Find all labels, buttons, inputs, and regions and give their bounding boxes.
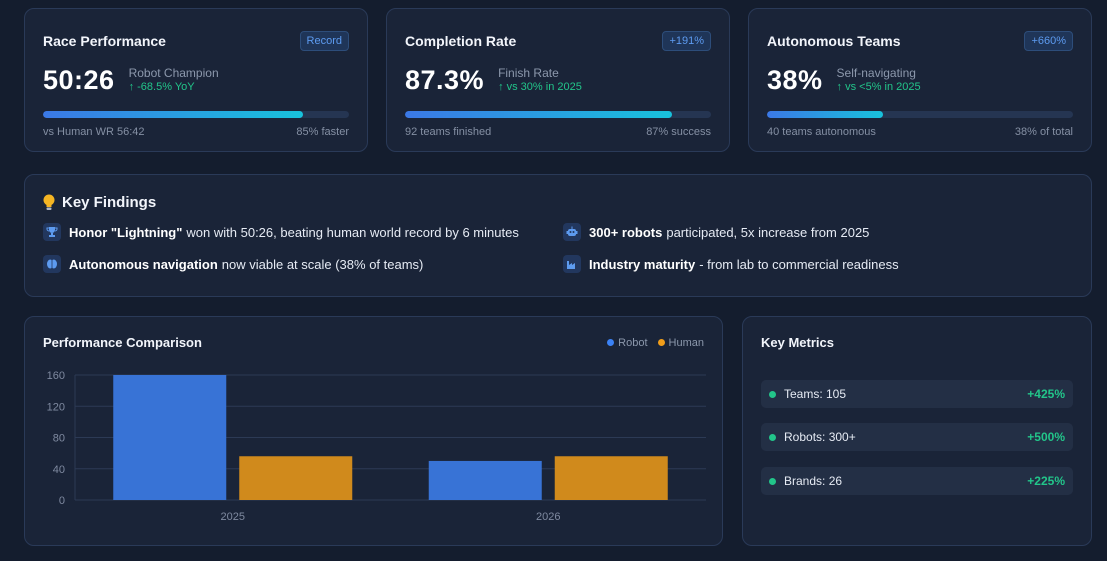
finding-item: Industry maturity - from lab to commerci…	[563, 255, 899, 273]
legend-item-human: Human	[657, 336, 704, 349]
kpi-progress-track	[405, 111, 711, 118]
kpi-trend: ↑ vs <5% in 2025	[836, 80, 921, 93]
kpi-foot-left: vs Human WR 56:42	[43, 126, 145, 138]
y-tick-label: 0	[59, 495, 65, 507]
metric-label: Robots: 300+	[784, 430, 856, 444]
legend-label: Human	[668, 336, 704, 349]
robot-icon	[563, 223, 581, 241]
findings-title: Key Findings	[62, 194, 157, 211]
bar-robot-2026	[428, 460, 542, 500]
key-findings-card: Key Findings Honor "Lightning" won with …	[24, 174, 1092, 297]
kpi-title: Race Performance	[43, 33, 166, 49]
finding-item: Autonomous navigation now viable at scal…	[43, 255, 423, 273]
y-tick-label: 40	[53, 464, 65, 476]
kpi-foot-right: 85% faster	[296, 126, 349, 138]
legend-item-robot: Robot	[607, 336, 648, 349]
status-dot	[769, 477, 776, 485]
kpi-card-completion-rate: Completion Rate +191% 87.3% Finish Rate …	[386, 8, 730, 152]
kpi-badge: +660%	[1024, 31, 1073, 51]
y-tick-label: 160	[47, 370, 65, 382]
kpi-title: Completion Rate	[405, 33, 517, 49]
legend-dot	[607, 339, 615, 346]
x-tick-label: 2026	[536, 511, 560, 523]
performance-chart-card: 0 40 80 120 160 2025 2026 Performance Comparis…	[24, 316, 723, 546]
metric-change: +425%	[1027, 387, 1065, 401]
performance-chart: 0 40 80 120 160 2025 2026	[47, 370, 706, 523]
finding-text: - from lab to commercial readiness	[699, 256, 899, 272]
kpi-sub-label: Robot Champion	[128, 65, 219, 80]
metric-change: +500%	[1027, 430, 1065, 444]
kpi-foot-left: 40 teams autonomous	[767, 126, 876, 138]
kpi-trend: ↑ vs 30% in 2025	[498, 80, 582, 93]
kpi-badge: +191%	[662, 31, 711, 51]
trophy-icon	[43, 223, 61, 241]
bar-robot-2025	[113, 375, 227, 500]
status-dot	[769, 433, 776, 441]
finding-text: won with 50:26, beating human world reco…	[186, 224, 519, 240]
kpi-sub-label: Finish Rate	[498, 65, 559, 80]
finding-bold: Industry maturity	[589, 256, 696, 272]
bar-human-2025	[239, 456, 353, 500]
y-tick-label: 80	[53, 433, 65, 445]
kpi-value: 38%	[767, 64, 823, 95]
kpi-value: 50:26	[43, 64, 115, 95]
metric-label: Brands: 26	[784, 474, 843, 488]
legend-label: Robot	[618, 336, 648, 349]
chart-title: Performance Comparison	[43, 335, 202, 350]
kpi-value: 87.3%	[405, 64, 485, 95]
bar-human-2026	[554, 456, 668, 500]
kpi-foot-right: 38% of total	[1014, 126, 1073, 138]
finding-bold: Honor "Lightning"	[69, 224, 183, 240]
kpi-progress-fill	[43, 111, 304, 118]
finding-item: 300+ robots participated, 5x increase fr…	[563, 223, 869, 241]
kpi-card-race-performance: Race Performance Record 50:26 Robot Cham…	[24, 8, 368, 152]
kpi-foot-left: 92 teams finished	[405, 126, 492, 138]
x-tick-label: 2025	[221, 511, 245, 523]
key-metrics-card: Key Metrics Teams: 105 +425% Robots: 300…	[742, 316, 1092, 546]
finding-item: Honor "Lightning" won with 50:26, beatin…	[43, 223, 519, 241]
chart-legend: Robot Human	[597, 337, 704, 349]
brain-icon	[43, 255, 61, 273]
kpi-card-autonomous-teams: Autonomous Teams +660% 38% Self-navigati…	[748, 8, 1092, 152]
finding-bold: Autonomous navigation	[69, 256, 218, 272]
finding-text: participated, 5x increase from 2025	[666, 224, 870, 240]
y-tick-label: 120	[47, 401, 65, 413]
kpi-progress-track	[767, 111, 1073, 118]
finding-text: now viable at scale (38% of teams)	[221, 256, 424, 272]
lightbulb-icon	[43, 194, 55, 210]
kpi-progress-fill	[767, 111, 884, 118]
kpi-badge: Record	[299, 31, 349, 51]
kpi-progress-track	[43, 111, 349, 118]
metric-row-brands: Brands: 26 +225%	[761, 467, 1073, 495]
legend-dot	[657, 339, 665, 346]
kpi-progress-fill	[405, 111, 673, 118]
kpi-title: Autonomous Teams	[767, 33, 901, 49]
kpi-foot-right: 87% success	[646, 126, 711, 138]
metric-label: Teams: 105	[784, 387, 847, 401]
metrics-title: Key Metrics	[761, 335, 834, 350]
metric-row-teams: Teams: 105 +425%	[761, 380, 1073, 408]
kpi-sub-label: Self-navigating	[836, 65, 916, 80]
kpi-trend: ↑ -68.5% YoY	[128, 80, 195, 93]
factory-icon	[563, 255, 581, 273]
finding-bold: 300+ robots	[589, 224, 663, 240]
status-dot	[769, 390, 776, 398]
metric-change: +225%	[1027, 474, 1065, 488]
metric-row-robots: Robots: 300+ +500%	[761, 423, 1073, 451]
